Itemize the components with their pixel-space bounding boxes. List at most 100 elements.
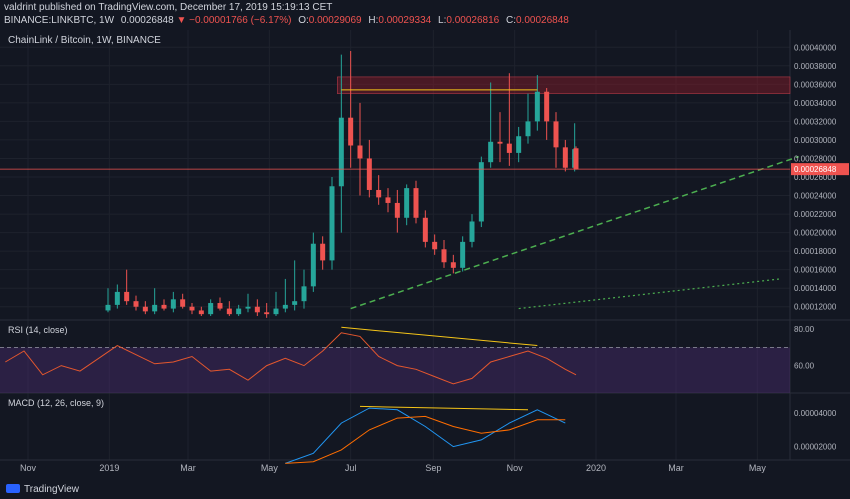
macd-y-tick-label: 0.00004000: [794, 409, 837, 418]
x-tick-label: 2019: [99, 463, 119, 473]
x-tick-label: Jul: [345, 463, 357, 473]
candle-body: [422, 217, 428, 242]
candle-body: [544, 91, 550, 122]
annotation-drawings: [341, 89, 799, 310]
rsi-pane: 80.00 60.00: [0, 325, 815, 393]
candle-body: [320, 243, 326, 261]
y-tick-label: 0.00038000: [794, 62, 837, 71]
tradingview-icon: [6, 484, 20, 493]
candle-body: [534, 91, 540, 122]
y-tick-label: 0.00022000: [794, 210, 837, 219]
chart-canvas[interactable]: 80.00 60.00 0.00004000 0.00002000 0.000400…: [0, 30, 850, 482]
candle-body: [516, 136, 522, 153]
candle-body: [208, 303, 214, 315]
change-arrow: ▼: [176, 15, 187, 26]
y-tick-label: 0.00030000: [794, 136, 837, 145]
y-tick-label: 0.00034000: [794, 99, 837, 108]
high-label: H:: [368, 15, 379, 26]
candle-body: [469, 221, 475, 242]
dashed-trendline: [350, 155, 799, 310]
publisher-line: valdrint published on TradingView.com, D…: [4, 2, 333, 13]
candle-body: [198, 310, 204, 315]
candle-body: [273, 308, 279, 315]
candle-body: [236, 308, 242, 315]
y-tick-label: 0.00036000: [794, 80, 837, 89]
candle-body: [506, 143, 512, 153]
y-tick-label: 0.00014000: [794, 284, 837, 293]
candle-body: [105, 304, 111, 311]
low-value: 0.00026816: [446, 15, 500, 26]
candle-body: [264, 312, 270, 315]
rsi-y-tick-label: 80.00: [794, 325, 815, 334]
candle-body: [562, 147, 568, 168]
change-value: −0.00001766 (−6.17%): [189, 15, 292, 26]
resistance-zone: [337, 76, 791, 94]
annotation-zones: [337, 76, 791, 94]
low-label: L:: [438, 15, 447, 26]
y-tick-label: 0.00028000: [794, 154, 837, 163]
candle-body: [282, 304, 288, 309]
open-label: O:: [298, 15, 309, 26]
rsi-divergence-line: [341, 326, 538, 347]
candle-body: [553, 121, 559, 148]
candle-body: [441, 249, 447, 263]
chart-header: valdrint published on TradingView.com, D…: [0, 0, 850, 30]
macd-pane-title: MACD (12, 26, close, 9): [8, 398, 104, 408]
rsi-y-tick-label: 60.00: [794, 362, 815, 371]
candle-body: [161, 304, 167, 309]
x-tick-label: Mar: [668, 463, 684, 473]
rsi-line: [5, 332, 577, 385]
brand-label: TradingView: [24, 484, 80, 495]
y-tick-label: 0.00020000: [794, 229, 837, 238]
candle-body: [180, 299, 186, 307]
x-tick-label: Nov: [507, 463, 524, 473]
candle-body: [170, 299, 176, 309]
close-value: 0.00026848: [516, 15, 569, 26]
y-tick-label: 0.00018000: [794, 247, 837, 256]
candle-body: [245, 306, 251, 309]
candle-body: [497, 141, 503, 144]
footer: TradingView: [0, 482, 850, 499]
macd-series-signal: [285, 415, 566, 464]
candle-body: [478, 162, 484, 222]
y-tick-label: 0.00016000: [794, 266, 837, 275]
candle-body: [329, 186, 335, 261]
candle-body: [450, 262, 456, 268]
candle-body: [301, 286, 307, 302]
candle-body: [310, 243, 316, 287]
candle-body: [142, 306, 148, 312]
dotted-trendline: [518, 278, 781, 310]
candle-body: [460, 241, 466, 268]
candle-body: [348, 117, 354, 146]
current-price-label: 0.00026848: [794, 165, 837, 174]
rsi-band: [0, 347, 790, 393]
candle-body: [488, 141, 494, 163]
candle-body: [376, 189, 382, 198]
y-tick-label: 0.00026000: [794, 173, 837, 182]
candle-body: [394, 202, 400, 218]
y-tick-label: 0.00024000: [794, 192, 837, 201]
candle-body: [114, 291, 120, 305]
grid-lines: [0, 30, 790, 460]
symbol-label: BINANCE:LINKBTC, 1W: [4, 15, 115, 26]
macd-y-tick-label: 0.00002000: [794, 443, 837, 452]
candlestick-series: [105, 50, 579, 318]
tradingview-logo: TradingView: [6, 484, 79, 495]
x-tick-label: Sep: [425, 463, 441, 473]
last-price: 0.00026848: [120, 15, 174, 26]
high-value: 0.00029334: [378, 15, 432, 26]
close-label: C:: [506, 15, 516, 26]
candle-body: [124, 291, 130, 302]
candle-body: [133, 301, 139, 307]
main-pane-title: ChainLink / Bitcoin, 1W, BINANCE: [8, 35, 161, 46]
candle-body: [404, 188, 410, 218]
candle-body: [525, 121, 531, 137]
x-tick-label: May: [749, 463, 767, 473]
x-tick-label: Nov: [20, 463, 37, 473]
candle-body: [366, 158, 372, 190]
x-tick-label: Mar: [180, 463, 196, 473]
macd-series-macd: [285, 407, 566, 464]
candle-body: [338, 117, 344, 187]
candle-body: [217, 303, 223, 309]
symbol-ohlc-line: BINANCE:LINKBTC, 1W 0.00026848 ▼ −0.0000…: [4, 15, 569, 26]
